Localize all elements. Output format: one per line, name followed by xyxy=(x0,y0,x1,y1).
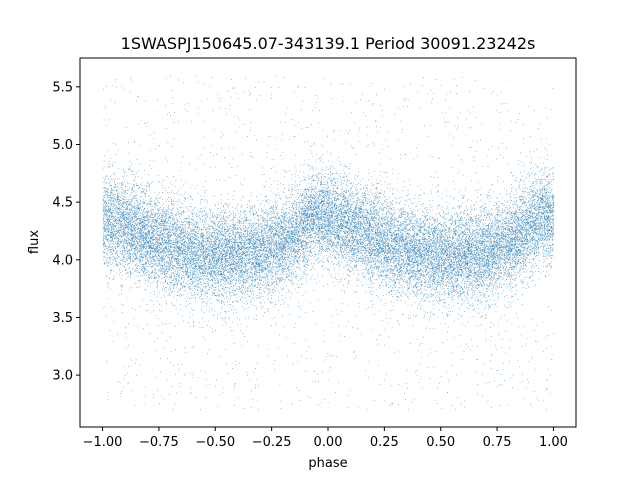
y-tick-label: 5.0 xyxy=(52,138,73,153)
x-tick-label: −0.25 xyxy=(252,435,292,450)
x-tick-label: −0.75 xyxy=(139,435,179,450)
y-tick-label: 3.5 xyxy=(52,311,73,326)
chart-title: 1SWASPJ150645.07-343139.1 Period 30091.2… xyxy=(121,34,536,53)
x-tick-label: −1.00 xyxy=(83,435,123,450)
data-points xyxy=(102,75,555,410)
x-tick-label: −0.50 xyxy=(195,435,235,450)
y-tick-label: 4.5 xyxy=(52,196,73,211)
x-axis-label: phase xyxy=(308,456,347,471)
x-tick-label: 0.00 xyxy=(314,435,343,450)
scatter-points xyxy=(102,75,555,410)
y-tick-label: 5.5 xyxy=(52,80,73,95)
x-axis: −1.00 −0.75 −0.50 −0.25 0.00 0.25 0.50 0.75 1.00 xyxy=(83,427,568,450)
x-tick-label: 0.75 xyxy=(483,435,512,450)
x-tick-label: 1.00 xyxy=(539,435,568,450)
y-tick-label: 3.0 xyxy=(52,369,73,384)
x-tick-label: 0.50 xyxy=(426,435,455,450)
x-tick-label: 0.25 xyxy=(370,435,399,450)
y-axis-label: flux xyxy=(27,230,42,254)
y-tick-label: 4.0 xyxy=(52,253,73,268)
y-axis: 3.0 3.5 4.0 4.5 5.0 5.5 xyxy=(52,80,80,384)
